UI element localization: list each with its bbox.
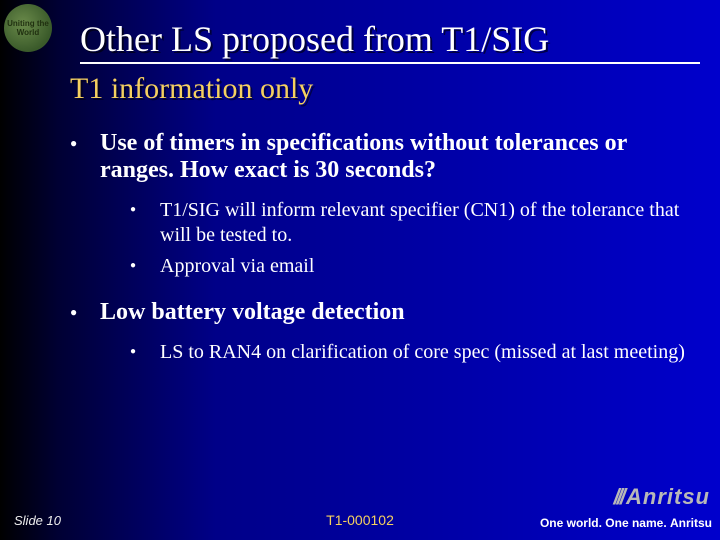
slide-number: Slide 10 [14, 513, 61, 528]
brand-logo: /// Anritsu [614, 484, 710, 510]
sub-bullet-item: T1/SIG will inform relevant specifier (C… [130, 198, 690, 248]
sub-bullet-text: Approval via email [160, 255, 314, 277]
bullet-text: Low battery voltage detection [100, 299, 405, 325]
slide: Uniting the World Other LS proposed from… [0, 0, 720, 540]
brand-logo-slashes: /// [614, 484, 626, 509]
doc-number: T1-000102 [326, 512, 394, 528]
tagline-brand: Anritsu [670, 516, 712, 530]
slide-title: Other LS proposed from T1/SIG [80, 18, 700, 64]
sub-bullet-item: Approval via email [130, 254, 690, 279]
corner-logo: Uniting the World [4, 4, 52, 52]
tagline-b: One name. [605, 516, 666, 530]
content-area: Use of timers in specifications without … [70, 130, 690, 385]
tagline-a: One world. [540, 516, 602, 530]
bullet-item: Use of timers in specifications without … [70, 130, 690, 279]
bullet-list: Use of timers in specifications without … [70, 130, 690, 365]
sub-bullet-text: LS to RAN4 on clarification of core spec… [160, 341, 685, 363]
tagline: One world. One name. Anritsu [540, 516, 712, 530]
footer: Slide 10 T1-000102 /// Anritsu One world… [0, 490, 720, 540]
sub-bullet-list: LS to RAN4 on clarification of core spec… [100, 340, 690, 365]
corner-logo-text: Uniting the World [4, 19, 52, 37]
sub-bullet-item: LS to RAN4 on clarification of core spec… [130, 340, 690, 365]
bullet-item: Low battery voltage detection LS to RAN4… [70, 299, 690, 365]
slide-subtitle: T1 information only [70, 72, 313, 106]
brand-logo-text: Anritsu [626, 484, 710, 509]
bullet-text: Use of timers in specifications without … [100, 130, 627, 183]
sub-bullet-text: T1/SIG will inform relevant specifier (C… [160, 199, 679, 246]
sub-bullet-list: T1/SIG will inform relevant specifier (C… [100, 198, 690, 279]
